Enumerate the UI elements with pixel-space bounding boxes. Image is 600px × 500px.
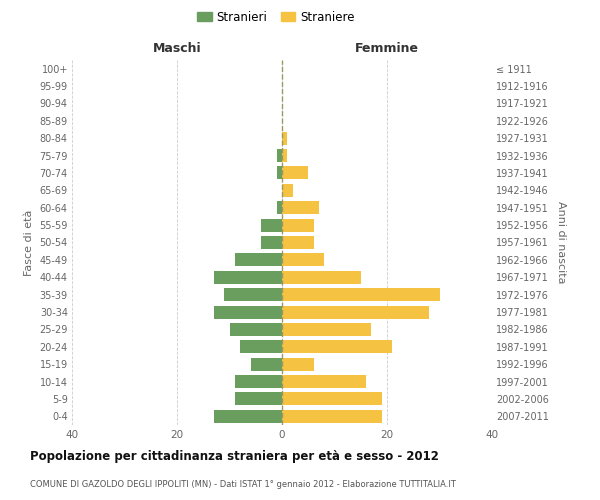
Bar bbox=[235, 254, 282, 266]
Legend: Stranieri, Straniere: Stranieri, Straniere bbox=[193, 6, 359, 28]
Y-axis label: Anni di nascita: Anni di nascita bbox=[556, 201, 566, 284]
Text: COMUNE DI GAZOLDO DEGLI IPPOLITI (MN) - Dati ISTAT 1° gennaio 2012 - Elaborazion: COMUNE DI GAZOLDO DEGLI IPPOLITI (MN) - … bbox=[30, 480, 456, 489]
Bar bbox=[282, 340, 392, 353]
Bar bbox=[240, 340, 282, 353]
Bar bbox=[282, 236, 314, 249]
Bar bbox=[224, 288, 282, 301]
Bar bbox=[235, 375, 282, 388]
Bar bbox=[261, 236, 282, 249]
Bar bbox=[282, 149, 287, 162]
Text: Maschi: Maschi bbox=[152, 42, 202, 55]
Bar bbox=[214, 410, 282, 423]
Bar bbox=[277, 201, 282, 214]
Bar bbox=[282, 201, 319, 214]
Bar bbox=[282, 184, 293, 197]
Bar bbox=[282, 166, 308, 179]
Bar bbox=[282, 306, 429, 318]
Bar bbox=[214, 270, 282, 284]
Text: Femmine: Femmine bbox=[355, 42, 419, 55]
Bar bbox=[282, 132, 287, 144]
Bar bbox=[251, 358, 282, 370]
Text: Popolazione per cittadinanza straniera per età e sesso - 2012: Popolazione per cittadinanza straniera p… bbox=[30, 450, 439, 463]
Bar bbox=[282, 375, 366, 388]
Bar bbox=[282, 410, 382, 423]
Bar bbox=[229, 323, 282, 336]
Bar bbox=[282, 254, 324, 266]
Bar bbox=[282, 218, 314, 232]
Bar bbox=[282, 288, 439, 301]
Bar bbox=[214, 306, 282, 318]
Bar bbox=[282, 358, 314, 370]
Bar bbox=[261, 218, 282, 232]
Bar bbox=[282, 392, 382, 406]
Y-axis label: Fasce di età: Fasce di età bbox=[24, 210, 34, 276]
Bar bbox=[277, 166, 282, 179]
Bar bbox=[282, 270, 361, 284]
Bar bbox=[235, 392, 282, 406]
Bar bbox=[277, 149, 282, 162]
Bar bbox=[282, 323, 371, 336]
